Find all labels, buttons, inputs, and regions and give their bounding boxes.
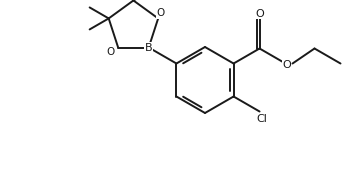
Text: O: O — [282, 60, 291, 69]
Text: B: B — [145, 42, 153, 53]
Text: O: O — [106, 46, 114, 57]
Text: O: O — [156, 8, 164, 18]
Text: O: O — [255, 8, 264, 19]
Text: Cl: Cl — [256, 114, 267, 123]
